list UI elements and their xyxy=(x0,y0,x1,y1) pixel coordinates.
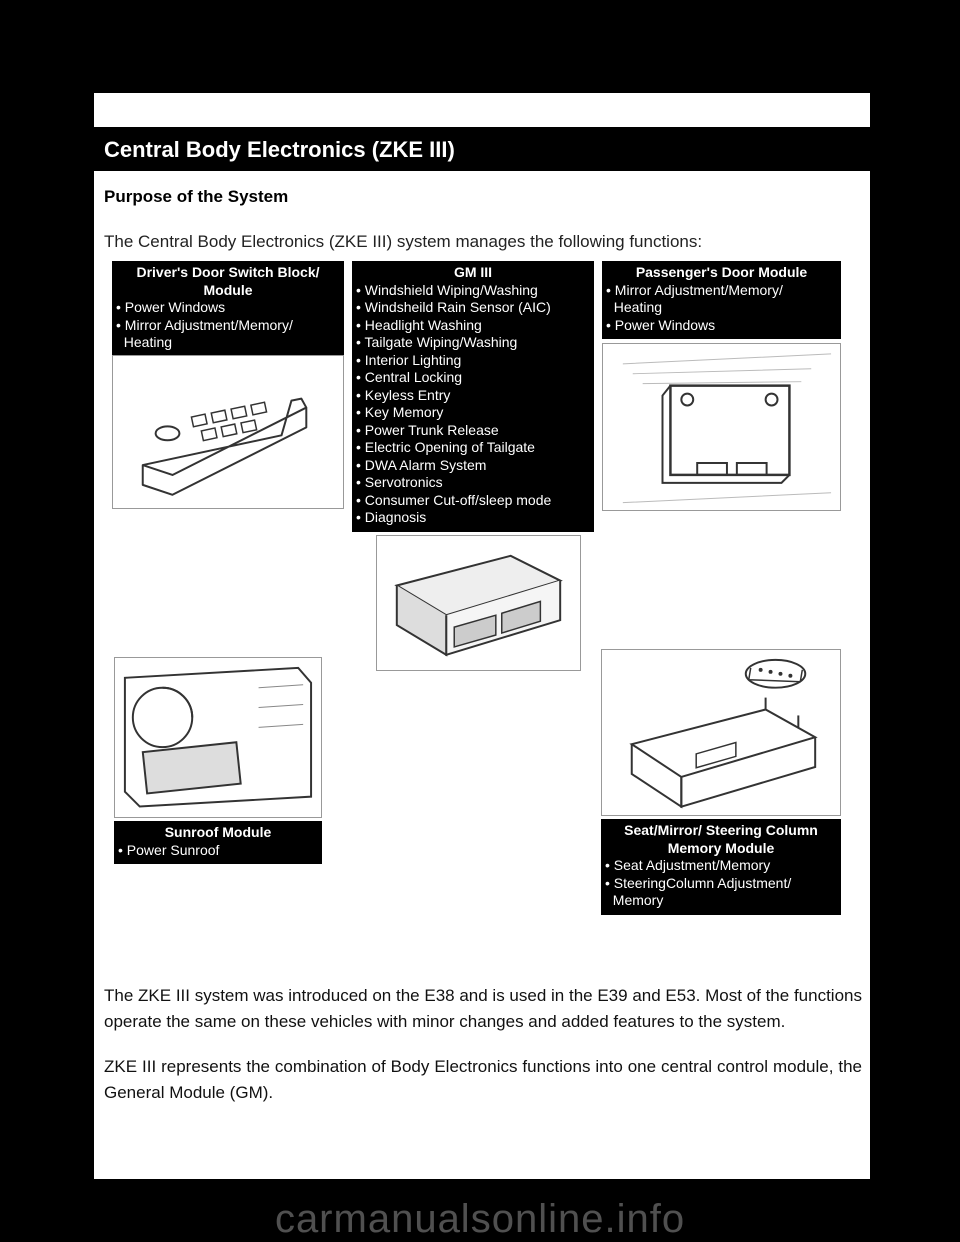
seat-title-2: Memory Module xyxy=(605,840,837,858)
gm-title: GM III xyxy=(356,264,590,282)
list-item: Electric Opening of Tailgate xyxy=(356,439,590,457)
list-item: Power Windows xyxy=(606,317,837,335)
sunroof-motor-icon xyxy=(115,658,321,817)
list-item: Keyless Entry xyxy=(356,387,590,405)
door-module-icon xyxy=(603,344,840,511)
document-page: Central Body Electronics (ZKE III) Purpo… xyxy=(94,89,870,1179)
module-diagram-area: Driver's Door Switch Block/ Module Power… xyxy=(104,261,862,941)
gm-module-box: GM III Windshield Wiping/Washing Windshe… xyxy=(352,261,594,532)
gm-items: Windshield Wiping/Washing Windsheild Rai… xyxy=(356,282,590,527)
seat-module-icon xyxy=(602,650,840,816)
list-item: Servotronics xyxy=(356,474,590,492)
driver-title-2: Module xyxy=(116,282,340,300)
list-item: Power Sunroof xyxy=(118,842,318,860)
list-item: Central Locking xyxy=(356,369,590,387)
list-item: SteeringColumn Adjustment/ Memory xyxy=(605,875,837,910)
intro-text: The Central Body Electronics (ZKE III) s… xyxy=(104,232,702,252)
seat-items: Seat Adjustment/Memory SteeringColumn Ad… xyxy=(605,857,837,910)
page-title: Central Body Electronics (ZKE III) xyxy=(104,137,860,163)
driver-title-1: Driver's Door Switch Block/ xyxy=(116,264,340,282)
list-item: Seat Adjustment/Memory xyxy=(605,857,837,875)
passenger-items: Mirror Adjustment/Memory/ Heating Power … xyxy=(606,282,837,335)
section-subheader: Purpose of the System xyxy=(104,187,288,207)
sunroof-module-image xyxy=(114,657,322,818)
list-item: Consumer Cut-off/sleep mode xyxy=(356,492,590,510)
list-item: Mirror Adjustment/Memory/ Heating xyxy=(606,282,837,317)
list-item: DWA Alarm System xyxy=(356,457,590,475)
gm-unit-icon xyxy=(377,536,580,671)
sunroof-items: Power Sunroof xyxy=(118,842,318,860)
list-item: Interior Lighting xyxy=(356,352,590,370)
driver-module-box: Driver's Door Switch Block/ Module Power… xyxy=(112,261,344,357)
title-bar: Central Body Electronics (ZKE III) xyxy=(94,127,870,171)
switch-block-icon xyxy=(113,356,343,509)
passenger-title: Passenger's Door Module xyxy=(606,264,837,282)
driver-items: Power Windows Mirror Adjustment/Memory/ … xyxy=(116,299,340,352)
top-rule xyxy=(94,89,870,93)
paragraph-1: The ZKE III system was introduced on the… xyxy=(104,983,862,1034)
list-item: Power Trunk Release xyxy=(356,422,590,440)
sunroof-module-box: Sunroof Module Power Sunroof xyxy=(114,821,322,864)
list-item: Diagnosis xyxy=(356,509,590,527)
sunroof-title: Sunroof Module xyxy=(118,824,318,842)
driver-switch-image xyxy=(112,355,344,509)
seat-title-1: Seat/Mirror/ Steering Column xyxy=(605,822,837,840)
gm-module-image xyxy=(376,535,581,671)
seat-memory-image xyxy=(601,649,841,816)
list-item: Windsheild Rain Sensor (AIC) xyxy=(356,299,590,317)
list-item: Key Memory xyxy=(356,404,590,422)
passenger-module-box: Passenger's Door Module Mirror Adjustmen… xyxy=(602,261,841,339)
paragraph-2: ZKE III represents the combination of Bo… xyxy=(104,1054,862,1105)
list-item: Headlight Washing xyxy=(356,317,590,335)
list-item: Windshield Wiping/Washing xyxy=(356,282,590,300)
body-paragraphs: The ZKE III system was introduced on the… xyxy=(104,983,862,1125)
watermark-text: carmanualsonline.info xyxy=(0,1197,960,1242)
list-item: Power Windows xyxy=(116,299,340,317)
list-item: Tailgate Wiping/Washing xyxy=(356,334,590,352)
list-item: Mirror Adjustment/Memory/ Heating xyxy=(116,317,340,352)
seat-module-box: Seat/Mirror/ Steering Column Memory Modu… xyxy=(601,819,841,915)
passenger-module-image xyxy=(602,343,841,511)
